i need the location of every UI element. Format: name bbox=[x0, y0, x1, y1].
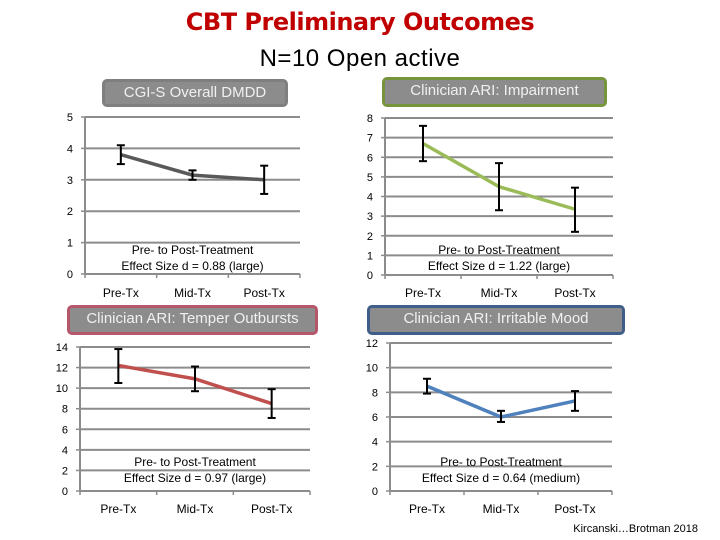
chart-title-cgi-s: CGI-S Overall DMDD bbox=[102, 79, 288, 107]
effect-size-annotation: Pre- to Post-Treatment bbox=[132, 243, 254, 257]
effect-size-annotation: Effect Size d = 0.64 (medium) bbox=[422, 471, 580, 485]
y-tick-label: 2 bbox=[372, 461, 378, 473]
y-tick-label: 4 bbox=[62, 445, 68, 457]
x-tick-label: Pre-Tx bbox=[405, 286, 441, 300]
effect-size-annotation: Pre- to Post-Treatment bbox=[440, 455, 562, 469]
error-bar bbox=[114, 348, 123, 384]
slide-subtitle: N=10 Open active bbox=[259, 45, 461, 72]
effect-size-annotation: Effect Size d = 0.88 (large) bbox=[121, 259, 263, 273]
effect-size-annotation: Pre- to Post-Treatment bbox=[134, 455, 256, 469]
y-tick-label: 4 bbox=[367, 192, 373, 204]
x-tick-label: Post-Tx bbox=[251, 502, 292, 516]
slide-title: CBT Preliminary Outcomes bbox=[185, 8, 535, 36]
effect-size-annotation: Effect Size d = 0.97 (large) bbox=[124, 471, 266, 485]
chart-0: 0 1 2 3 4 5 Pre-Tx Mid-Tx Post-Tx Pre- to Post-Tr… bbox=[67, 112, 301, 300]
effect-size-annotation: Effect Size d = 1.22 (large) bbox=[428, 259, 570, 273]
y-tick-label: 6 bbox=[367, 152, 373, 164]
error-bar bbox=[497, 409, 505, 423]
y-tick-label: 12 bbox=[56, 363, 68, 375]
y-tick-label: 0 bbox=[367, 270, 373, 282]
y-tick-label: 0 bbox=[67, 269, 73, 281]
y-tick-label: 5 bbox=[67, 112, 73, 124]
x-tick-label: Mid-Tx bbox=[177, 502, 214, 516]
y-tick-label: 14 bbox=[56, 342, 68, 354]
x-tick-label: Post-Tx bbox=[554, 502, 595, 516]
y-tick-label: 12 bbox=[366, 338, 378, 350]
y-tick-label: 8 bbox=[62, 404, 68, 416]
y-tick-label: 2 bbox=[67, 206, 73, 218]
x-tick-label: Mid-Tx bbox=[483, 502, 520, 516]
x-tick-label: Pre-Tx bbox=[103, 286, 139, 300]
chart-title-impairment: Clinician ARI: Impairment bbox=[382, 77, 607, 107]
error-bar bbox=[571, 186, 579, 233]
y-tick-label: 1 bbox=[67, 238, 73, 250]
y-tick-label: 2 bbox=[367, 231, 373, 243]
x-tick-label: Pre-Tx bbox=[100, 502, 136, 516]
y-tick-label: 2 bbox=[62, 465, 68, 477]
chart-title-irritable-mood: Clinician ARI: Irritable Mood bbox=[367, 305, 625, 335]
y-tick-label: 8 bbox=[367, 113, 373, 125]
x-tick-label: Post-Tx bbox=[243, 286, 284, 300]
y-tick-label: 10 bbox=[56, 383, 68, 395]
chart-title-temper-outbursts: Clinician ARI: Temper Outbursts bbox=[67, 305, 318, 335]
chart-2: 0 2 4 6 8 10 12 14 Pre-Tx Mid-Tx Post-Tx Pre- to Po… bbox=[56, 342, 311, 516]
chart-3: 0 2 4 6 8 10 12 Pre-Tx Mid-Tx Post-Tx Pre- to Post… bbox=[366, 338, 613, 516]
y-tick-label: 10 bbox=[366, 363, 378, 375]
y-tick-label: 3 bbox=[367, 211, 373, 223]
y-tick-label: 7 bbox=[367, 133, 373, 145]
effect-size-annotation: Pre- to Post-Treatment bbox=[438, 243, 560, 257]
x-tick-label: Mid-Tx bbox=[174, 286, 211, 300]
y-tick-label: 4 bbox=[372, 437, 378, 449]
citation: Kircanski…Brotman 2018 bbox=[573, 523, 698, 535]
chart-1: 0 1 2 3 4 5 6 7 8 Pre-Tx Mid-Tx Post-Tx Pre- to Post… bbox=[367, 113, 614, 300]
y-tick-label: 0 bbox=[62, 486, 68, 498]
y-tick-label: 6 bbox=[372, 412, 378, 424]
y-tick-label: 8 bbox=[372, 387, 378, 399]
y-tick-label: 4 bbox=[67, 143, 73, 155]
x-tick-label: Mid-Tx bbox=[481, 286, 518, 300]
y-tick-label: 1 bbox=[367, 250, 373, 262]
y-tick-label: 6 bbox=[62, 424, 68, 436]
x-tick-label: Post-Tx bbox=[554, 286, 595, 300]
y-tick-label: 0 bbox=[372, 486, 378, 498]
y-tick-label: 3 bbox=[67, 175, 73, 187]
x-tick-label: Pre-Tx bbox=[409, 502, 445, 516]
y-tick-label: 5 bbox=[367, 172, 373, 184]
